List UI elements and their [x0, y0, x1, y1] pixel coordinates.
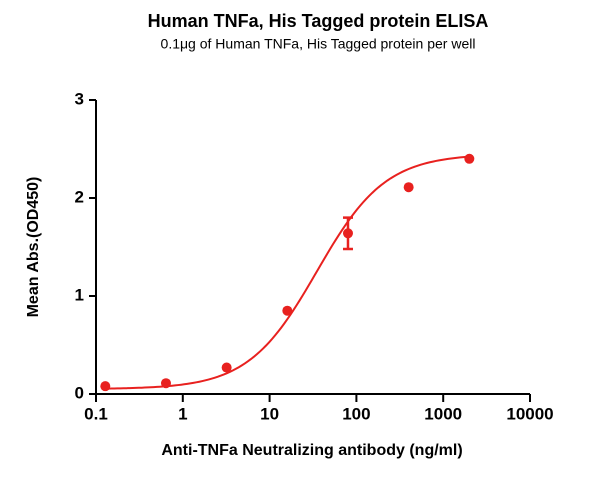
y-tick-label: 3	[75, 89, 84, 108]
data-point	[464, 153, 475, 164]
x-tick-label: 1000	[424, 404, 462, 423]
x-tick-label: 0.1	[84, 404, 108, 423]
y-tick-label: 1	[75, 285, 84, 304]
data-point	[282, 305, 293, 316]
x-tick-label: 100	[342, 404, 370, 423]
data-point	[100, 381, 111, 392]
x-tick-label: 1	[178, 404, 187, 423]
y-tick-label: 2	[75, 187, 84, 206]
data-point	[221, 362, 232, 373]
data-point	[403, 182, 414, 193]
x-axis-label: Anti-TNFa Neutralizing antibody (ng/ml)	[161, 442, 462, 459]
x-tick-label: 10000	[506, 404, 553, 423]
y-tick-label: 0	[75, 383, 84, 402]
chart-title: Human TNFa, His Tagged protein ELISA	[148, 11, 489, 31]
data-point	[160, 378, 171, 389]
fit-curve	[105, 155, 470, 390]
x-tick-label: 10	[260, 404, 279, 423]
y-axis-label: Mean Abs.(OD450)	[25, 177, 42, 318]
chart-subtitle: 0.1μg of Human TNFa, His Tagged protein …	[161, 36, 476, 52]
data-point	[342, 228, 353, 239]
